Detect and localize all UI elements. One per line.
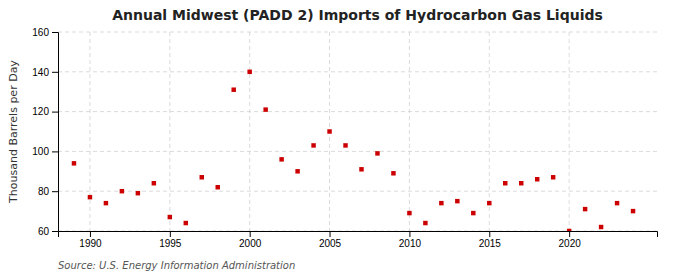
y-tick: 80 xyxy=(38,186,58,197)
x-tick-label: 2015 xyxy=(479,238,502,249)
y-tick-label: 120 xyxy=(32,106,49,117)
x-grid-line xyxy=(409,32,410,231)
point xyxy=(359,167,363,171)
y-axis-line xyxy=(52,33,59,232)
chart: 1990 1995 2000 2005 2010 2015 2020 60 80 100 120 14… xyxy=(0,0,675,275)
point xyxy=(200,175,204,179)
point xyxy=(311,143,315,147)
point xyxy=(168,215,172,219)
point xyxy=(184,221,188,225)
point xyxy=(375,151,379,155)
x-tick-mark xyxy=(250,231,251,237)
x-tick-mark xyxy=(90,231,91,237)
y-tick: 140 xyxy=(32,67,58,78)
y-tick: 120 xyxy=(32,106,58,117)
x-tick: 2010 xyxy=(399,231,422,249)
point xyxy=(88,195,92,199)
point xyxy=(567,229,571,231)
point xyxy=(120,189,124,193)
plot: 1990 1995 2000 2005 2010 2015 2020 60 80 100 120 14… xyxy=(32,27,657,249)
point xyxy=(391,171,395,175)
x-tick-label: 1995 xyxy=(159,238,182,249)
point xyxy=(104,201,108,205)
y-tick-mark xyxy=(52,151,58,152)
x-grid-line xyxy=(569,32,570,231)
point xyxy=(631,209,635,213)
y-tick-mark xyxy=(52,32,58,33)
y-axis-title: Thousand Barrels per Day xyxy=(7,60,20,204)
y-tick-label: 160 xyxy=(32,27,49,38)
x-tick-mark xyxy=(489,231,490,237)
point xyxy=(503,181,507,185)
y-tick: 100 xyxy=(32,146,58,157)
y-grid-line xyxy=(58,151,657,152)
y-tick-mark xyxy=(52,112,58,113)
point xyxy=(279,157,283,161)
x-tick: 1995 xyxy=(159,231,182,249)
point xyxy=(615,201,619,205)
point xyxy=(152,181,156,185)
point xyxy=(423,221,427,225)
x-tick-mark xyxy=(569,231,570,237)
point xyxy=(471,211,475,215)
source: Source: U.S. Energy Information Administ… xyxy=(58,260,295,271)
x-grid-line xyxy=(89,32,90,231)
point xyxy=(327,129,331,133)
points xyxy=(72,70,636,231)
title: Annual Midwest (PADD 2) Imports of Hydro… xyxy=(112,7,603,23)
x-tick: 2005 xyxy=(319,231,342,249)
point xyxy=(439,201,443,205)
y-grid-line xyxy=(58,111,657,112)
point xyxy=(343,143,347,147)
point xyxy=(407,211,411,215)
y-tick-label: 140 xyxy=(32,67,49,78)
x-tick-mark xyxy=(170,231,171,237)
point xyxy=(535,177,539,181)
y-tick-mark xyxy=(52,231,58,232)
point xyxy=(583,207,587,211)
y-tick: 160 xyxy=(32,27,58,38)
x-tick-label: 2010 xyxy=(399,238,422,249)
point xyxy=(72,161,76,165)
x-tick: 1990 xyxy=(79,231,102,249)
x-axis-line xyxy=(59,232,658,238)
y-axis: 60 80 100 120 140 160 xyxy=(32,27,58,237)
y-grid-line xyxy=(58,191,657,192)
y-grid-line xyxy=(58,71,657,72)
point xyxy=(263,107,267,111)
y-tick-label: 80 xyxy=(38,186,50,197)
point xyxy=(215,185,219,189)
point xyxy=(136,191,140,195)
x-tick-label: 2005 xyxy=(319,238,342,249)
x-tick: 2015 xyxy=(479,231,502,249)
point xyxy=(487,201,491,205)
x-tick-mark xyxy=(409,231,410,237)
grid xyxy=(58,32,657,231)
x-tick-mark xyxy=(330,231,331,237)
y-tick-label: 60 xyxy=(38,226,50,237)
y-tick-mark xyxy=(52,191,58,192)
x-axis: 1990 1995 2000 2005 2010 2015 2020 xyxy=(59,231,658,249)
x-grid-line xyxy=(169,32,170,231)
x-tick-label: 2000 xyxy=(239,238,262,249)
point xyxy=(519,181,523,185)
y-tick-label: 100 xyxy=(32,146,49,157)
point xyxy=(231,87,235,91)
point xyxy=(551,175,555,179)
y-tick-mark xyxy=(52,72,58,73)
point xyxy=(599,225,603,229)
x-tick-label: 2020 xyxy=(559,238,582,249)
x-tick-label: 1990 xyxy=(79,238,102,249)
point xyxy=(247,70,251,74)
point xyxy=(295,169,299,173)
x-tick: 2000 xyxy=(239,231,262,249)
x-tick: 2020 xyxy=(559,231,582,249)
y-tick: 60 xyxy=(38,226,58,237)
y-grid-line xyxy=(58,32,657,33)
x-grid-line xyxy=(249,32,250,231)
point xyxy=(455,199,459,203)
